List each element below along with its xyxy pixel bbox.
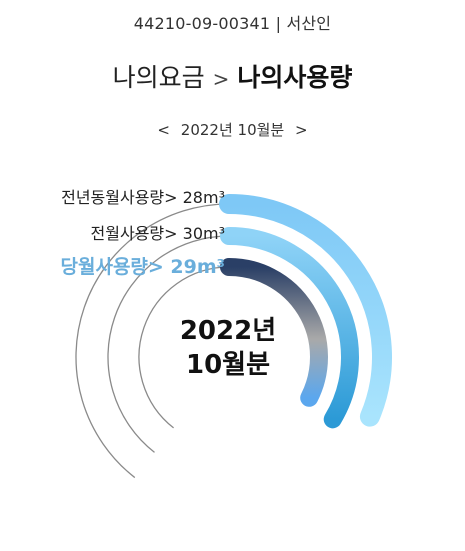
ring-label-last-year: 전년동월사용량> 28m³	[61, 188, 225, 207]
ring-label-prev-month: 전월사용량> 30m³	[90, 224, 225, 243]
account-info: 44210-09-00341 | 서산인	[133, 14, 332, 33]
ring-track-2	[107, 235, 230, 453]
ring-track-3	[138, 266, 230, 429]
bar-prev-month	[220, 227, 359, 429]
page-title: 나의요금 > 나의사용량	[0, 58, 465, 94]
bar-current-month	[220, 258, 328, 407]
breadcrumb-separator: >	[212, 67, 230, 91]
center-year: 2022년	[179, 316, 277, 346]
center-month: 10월분	[185, 350, 271, 380]
period-selector: < 2022년 10월분 >	[0, 119, 465, 140]
breadcrumb-current: 나의사용량	[237, 63, 353, 92]
next-period-button[interactable]: >	[295, 121, 308, 139]
ring-label-current-month: 당월사용량> 29m³	[60, 256, 226, 278]
usage-radial-chart	[75, 194, 392, 479]
prev-period-button[interactable]: <	[157, 121, 170, 139]
bar-last-year	[219, 194, 392, 427]
period-label: 2022년 10월분	[180, 121, 285, 139]
breadcrumb-parent[interactable]: 나의요금	[112, 63, 205, 92]
ring-track-1	[75, 203, 230, 479]
chart-center-label: 2022년 10월분	[153, 314, 303, 382]
